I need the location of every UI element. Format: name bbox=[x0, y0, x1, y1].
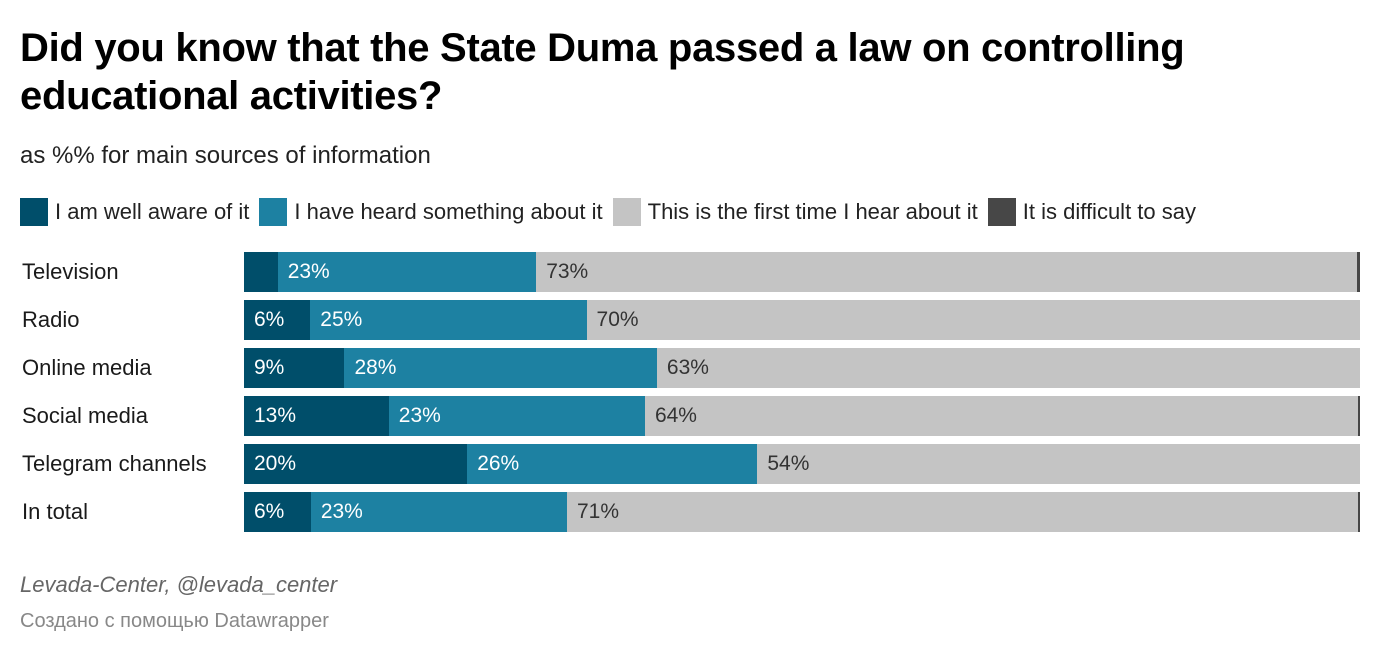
data-label: 23% bbox=[320, 500, 363, 523]
bar-segment-heard-something: 23% bbox=[310, 492, 567, 532]
legend-swatch bbox=[20, 198, 48, 226]
legend-label: I have heard something about it bbox=[294, 199, 603, 224]
bar-segment-first-time: 54% bbox=[757, 444, 1360, 484]
bar-row: Telegram channels 20% 26% 54% bbox=[0, 444, 1382, 484]
bar-segment-first-time: 71% bbox=[566, 492, 1358, 532]
legend-swatch bbox=[259, 198, 288, 226]
data-label: 28% bbox=[354, 356, 397, 379]
category-label: Social media bbox=[22, 403, 148, 428]
legend-label: This is the first time I hear about it bbox=[647, 199, 978, 224]
bar-row: Social media 13% 23% 64% bbox=[0, 396, 1382, 436]
data-label: 63% bbox=[666, 356, 709, 379]
chart-title: Did you know that the State Duma passed … bbox=[20, 26, 1185, 118]
bar-segment-heard-something: 23% bbox=[277, 252, 537, 292]
data-label: 6% bbox=[254, 308, 285, 331]
data-label: 70% bbox=[596, 308, 639, 331]
legend-item-well-aware: I am well aware of it bbox=[20, 198, 249, 226]
stacked-bar: 13% 23% 64% bbox=[244, 396, 1360, 436]
data-label: 25% bbox=[320, 308, 363, 331]
bar-segment-well-aware: 6% bbox=[244, 492, 311, 532]
category-label: Online media bbox=[22, 355, 152, 380]
legend-label: I am well aware of it bbox=[55, 199, 250, 224]
category-label: In total bbox=[22, 499, 89, 524]
legend-swatch bbox=[987, 198, 1016, 226]
bar-segment-well-aware: 13% bbox=[244, 396, 389, 436]
data-label: 73% bbox=[546, 260, 589, 283]
legend-item-heard-something: I have heard something about it bbox=[259, 198, 603, 226]
stacked-bar: 6% 25% 70% bbox=[244, 300, 1360, 340]
bar-segment-difficult-to-say bbox=[1357, 492, 1360, 532]
bar-segment-first-time: 63% bbox=[656, 348, 1360, 388]
category-label: Radio bbox=[22, 307, 80, 332]
bar-segment-heard-something: 26% bbox=[467, 444, 758, 484]
legend-item-difficult-to-say: It is difficult to say bbox=[987, 198, 1196, 226]
data-label: 20% bbox=[254, 452, 297, 475]
data-label: 71% bbox=[576, 500, 619, 523]
bar-row: Radio 6% 25% 70% bbox=[0, 300, 1382, 340]
bar-row: Online media 9% 28% 63% bbox=[0, 348, 1382, 388]
bar-segment-difficult-to-say bbox=[1357, 396, 1360, 436]
data-label: 23% bbox=[398, 404, 441, 427]
bar-row: Television 23% 73% bbox=[0, 252, 1382, 292]
source-note: Levada-Center, @levada_center bbox=[20, 572, 338, 597]
data-label: 6% bbox=[254, 500, 285, 523]
credit-note: Создано с помощью Datawrapper bbox=[20, 610, 329, 632]
bar-segment-difficult-to-say bbox=[1356, 252, 1360, 292]
bar-segment-first-time: 73% bbox=[536, 252, 1357, 292]
data-label: 26% bbox=[477, 452, 520, 475]
chart-legend: I am well aware of it I have heard somet… bbox=[20, 197, 1206, 227]
stacked-bar: 23% 73% bbox=[244, 252, 1360, 292]
bar-segment-well-aware bbox=[244, 252, 278, 292]
bar-segment-well-aware: 20% bbox=[244, 444, 468, 484]
bar-segment-well-aware: 9% bbox=[244, 348, 345, 388]
stacked-bar: 20% 26% 54% bbox=[244, 444, 1360, 484]
data-label: 9% bbox=[254, 356, 285, 379]
legend-label: It is difficult to say bbox=[1022, 199, 1196, 224]
stacked-bar: 6% 23% 71% bbox=[244, 492, 1360, 532]
chart-subtitle: as %% for main sources of information bbox=[20, 142, 431, 169]
legend-swatch bbox=[612, 198, 641, 226]
bar-segment-well-aware: 6% bbox=[244, 300, 311, 340]
bar-segment-first-time: 64% bbox=[644, 396, 1358, 436]
bar-row: In total 6% 23% 71% bbox=[0, 492, 1382, 532]
category-label: Telegram channels bbox=[22, 451, 207, 476]
data-label: 54% bbox=[767, 452, 810, 475]
category-label: Television bbox=[22, 259, 119, 284]
stacked-bar: 9% 28% 63% bbox=[244, 348, 1360, 388]
data-label: 23% bbox=[287, 260, 330, 283]
data-label: 64% bbox=[654, 404, 697, 427]
legend-item-first-time: This is the first time I hear about it bbox=[612, 198, 978, 226]
data-label: 13% bbox=[254, 404, 297, 427]
bar-segment-first-time: 70% bbox=[586, 300, 1360, 340]
bar-segment-heard-something: 23% bbox=[388, 396, 645, 436]
bar-segment-heard-something: 28% bbox=[344, 348, 657, 388]
bar-segment-heard-something: 25% bbox=[310, 300, 587, 340]
